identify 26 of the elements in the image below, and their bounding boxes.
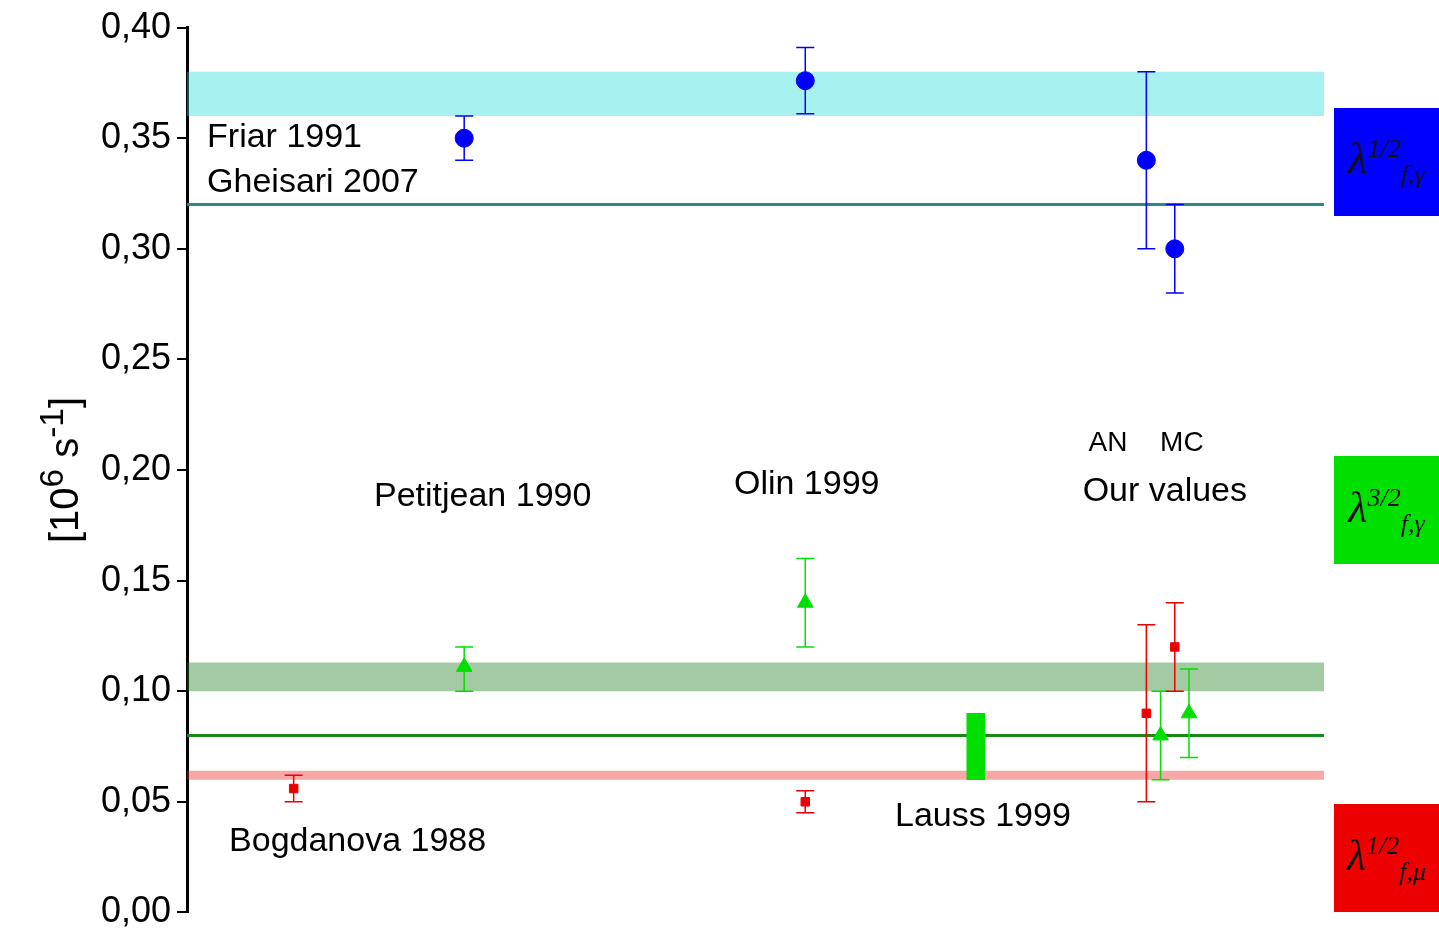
annotation: Petitjean 1990 xyxy=(373,474,592,513)
ref-line-label: Gheisari 2007 xyxy=(207,160,419,199)
point xyxy=(800,797,811,807)
annotation: Our values xyxy=(1082,470,1248,509)
annotation: Lauss 1999 xyxy=(895,795,1071,834)
annotation: Bogdanova 1988 xyxy=(229,819,487,858)
y-tick-label: 0,15 xyxy=(100,557,172,599)
y-tick-label: 0,25 xyxy=(100,336,172,378)
y-tick-label: 0,10 xyxy=(100,668,172,710)
band-label: Friar 1991 xyxy=(207,116,363,155)
y-tick-label: 0,30 xyxy=(100,225,172,267)
point xyxy=(454,128,474,148)
point xyxy=(1170,642,1180,652)
annotation: MC xyxy=(1160,426,1204,458)
point xyxy=(1141,708,1152,719)
point xyxy=(288,783,299,794)
annotation: AN xyxy=(1088,426,1128,458)
y-tick-label: 0,20 xyxy=(100,446,172,488)
y-tick-label: 0,35 xyxy=(100,115,172,157)
point xyxy=(1136,150,1156,170)
point xyxy=(1165,239,1185,259)
point xyxy=(795,71,815,91)
annotation: Olin 1999 xyxy=(733,463,880,502)
y-tick-label: 0,00 xyxy=(100,889,172,931)
y-tick-label: 0,05 xyxy=(100,778,172,820)
y-tick-label: 0,40 xyxy=(100,4,172,46)
